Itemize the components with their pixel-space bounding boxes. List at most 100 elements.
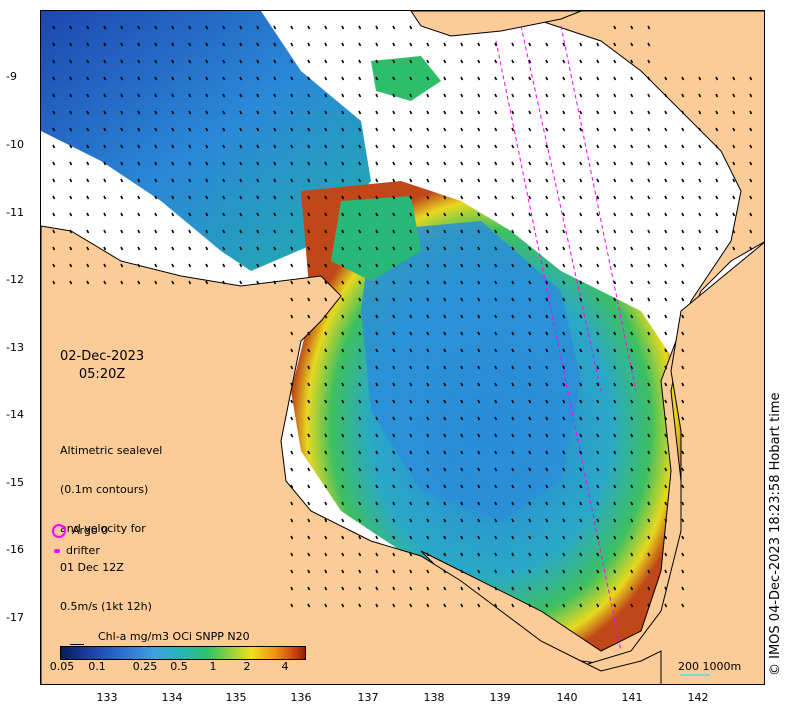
velocity-arrow bbox=[290, 433, 294, 438]
velocity-arrow bbox=[596, 297, 600, 302]
x-tick-label: 142 bbox=[687, 691, 709, 704]
velocity-arrow bbox=[239, 229, 243, 234]
velocity-arrow bbox=[681, 535, 685, 540]
velocity-arrow bbox=[426, 127, 430, 132]
velocity-arrow bbox=[613, 263, 617, 268]
velocity-arrow bbox=[409, 382, 413, 387]
velocity-arrow bbox=[681, 144, 685, 149]
velocity-arrow bbox=[681, 484, 685, 489]
velocity-arrow bbox=[545, 93, 549, 98]
velocity-arrow bbox=[52, 212, 56, 217]
velocity-arrow bbox=[664, 433, 668, 438]
map-frame[interactable] bbox=[40, 10, 765, 685]
velocity-arrow bbox=[664, 518, 668, 523]
velocity-arrow bbox=[715, 76, 719, 81]
velocity-arrow bbox=[341, 348, 345, 353]
velocity-arrow bbox=[375, 25, 379, 30]
velocity-arrow bbox=[256, 127, 260, 132]
velocity-arrow bbox=[664, 127, 668, 132]
velocity-arrow bbox=[528, 246, 532, 251]
velocity-arrow bbox=[290, 144, 294, 149]
velocity-arrow bbox=[562, 569, 566, 574]
velocity-arrow bbox=[460, 127, 464, 132]
velocity-arrow bbox=[681, 195, 685, 200]
velocity-arrow bbox=[409, 484, 413, 489]
velocity-arrow bbox=[443, 501, 447, 506]
velocity-arrow bbox=[392, 195, 396, 200]
velocity-arrow bbox=[460, 314, 464, 319]
chlorophyll-map[interactable] bbox=[41, 11, 765, 685]
velocity-arrow bbox=[86, 229, 90, 234]
velocity-arrow bbox=[375, 603, 379, 608]
velocity-arrow bbox=[188, 93, 192, 98]
velocity-arrow bbox=[358, 195, 362, 200]
velocity-arrow bbox=[273, 280, 277, 285]
velocity-arrow bbox=[494, 501, 498, 506]
velocity-arrow bbox=[375, 433, 379, 438]
velocity-arrow bbox=[120, 212, 124, 217]
velocity-arrow bbox=[324, 433, 328, 438]
velocity-arrow bbox=[341, 297, 345, 302]
velocity-arrow bbox=[409, 297, 413, 302]
velocity-arrow bbox=[137, 127, 141, 132]
land-cape-york-lower bbox=[41, 241, 764, 684]
velocity-arrow bbox=[290, 450, 294, 455]
velocity-arrow bbox=[613, 501, 617, 506]
velocity-arrow bbox=[137, 212, 141, 217]
velocity-arrow bbox=[596, 144, 600, 149]
velocity-arrow bbox=[528, 518, 532, 523]
velocity-arrow bbox=[307, 59, 311, 64]
velocity-arrow bbox=[222, 229, 226, 234]
velocity-arrow bbox=[69, 127, 73, 132]
velocity-arrow bbox=[409, 110, 413, 115]
velocity-arrow bbox=[324, 586, 328, 591]
x-tick-label: 141 bbox=[621, 691, 643, 704]
velocity-arrow bbox=[511, 178, 515, 183]
velocity-arrow bbox=[613, 314, 617, 319]
velocity-arrow bbox=[664, 382, 668, 387]
chl-patch-north-green bbox=[371, 56, 441, 101]
velocity-arrow bbox=[511, 110, 515, 115]
velocity-arrow bbox=[392, 144, 396, 149]
velocity-arrow bbox=[528, 365, 532, 370]
argo-icon bbox=[52, 524, 66, 538]
velocity-arrow bbox=[392, 297, 396, 302]
velocity-arrow bbox=[324, 93, 328, 98]
x-tick-label: 137 bbox=[357, 691, 379, 704]
velocity-arrow bbox=[324, 484, 328, 489]
velocity-arrow bbox=[732, 93, 736, 98]
velocity-arrow bbox=[579, 348, 583, 353]
velocity-arrow bbox=[494, 144, 498, 149]
velocity-arrow bbox=[188, 144, 192, 149]
velocity-arrow bbox=[154, 195, 158, 200]
velocity-arrow bbox=[341, 263, 345, 268]
velocity-arrow bbox=[647, 433, 651, 438]
velocity-arrow bbox=[103, 212, 107, 217]
velocity-arrow bbox=[494, 195, 498, 200]
velocity-arrow bbox=[698, 212, 702, 217]
velocity-arrow bbox=[307, 280, 311, 285]
velocity-arrow bbox=[341, 93, 345, 98]
velocity-arrow bbox=[273, 127, 277, 132]
velocity-arrow bbox=[375, 212, 379, 217]
velocity-arrow bbox=[307, 450, 311, 455]
velocity-arrow bbox=[681, 552, 685, 557]
alt-line: and velocity for bbox=[60, 522, 146, 535]
velocity-arrow bbox=[630, 144, 634, 149]
velocity-arrow bbox=[307, 229, 311, 234]
velocity-arrow bbox=[103, 127, 107, 132]
velocity-arrow bbox=[528, 467, 532, 472]
velocity-arrow bbox=[205, 42, 209, 47]
velocity-arrow bbox=[324, 76, 328, 81]
velocity-arrow bbox=[579, 297, 583, 302]
velocity-arrow bbox=[596, 535, 600, 540]
velocity-arrow bbox=[579, 76, 583, 81]
velocity-arrow bbox=[307, 144, 311, 149]
velocity-arrow bbox=[732, 229, 736, 234]
velocity-arrow bbox=[630, 246, 634, 251]
colorbar-tick-label: 0.1 bbox=[88, 660, 106, 673]
velocity-arrow bbox=[528, 280, 532, 285]
x-tick-label: 133 bbox=[96, 691, 118, 704]
velocity-arrow bbox=[613, 450, 617, 455]
velocity-arrow bbox=[698, 195, 702, 200]
